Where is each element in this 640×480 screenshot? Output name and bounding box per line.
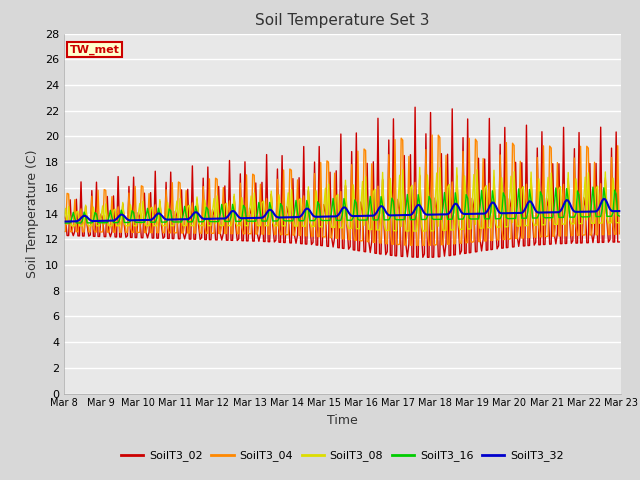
Line: SoilT3_16: SoilT3_16: [64, 187, 620, 223]
Y-axis label: Soil Temperature (C): Soil Temperature (C): [26, 149, 39, 278]
SoilT3_16: [584, 214, 592, 220]
SoilT3_04: [128, 229, 136, 235]
SoilT3_16: [589, 184, 596, 190]
SoilT3_08: [412, 228, 419, 234]
SoilT3_02: [303, 241, 310, 247]
SoilT3_08: [588, 220, 595, 226]
SoilT3_32: [584, 209, 592, 215]
SoilT3_16: [128, 208, 136, 214]
SoilT3_04: [244, 231, 252, 237]
Title: Soil Temperature Set 3: Soil Temperature Set 3: [255, 13, 429, 28]
SoilT3_32: [600, 196, 607, 202]
SoilT3_16: [226, 218, 234, 224]
SoilT3_04: [226, 198, 234, 204]
SoilT3_32: [226, 211, 234, 217]
SoilT3_02: [253, 231, 261, 237]
SoilT3_32: [244, 215, 252, 221]
SoilT3_08: [244, 223, 252, 228]
SoilT3_08: [253, 223, 261, 228]
Line: SoilT3_32: SoilT3_32: [64, 199, 620, 222]
SoilT3_32: [303, 205, 310, 211]
SoilT3_02: [60, 213, 68, 218]
SoilT3_16: [303, 198, 310, 204]
SoilT3_04: [428, 132, 436, 138]
SoilT3_08: [60, 214, 68, 220]
SoilT3_32: [253, 215, 261, 221]
SoilT3_02: [412, 104, 419, 110]
SoilT3_04: [303, 233, 310, 239]
SoilT3_02: [244, 238, 252, 244]
SoilT3_02: [419, 254, 427, 260]
SoilT3_02: [616, 239, 623, 245]
SoilT3_04: [588, 232, 595, 238]
SoilT3_32: [616, 208, 623, 214]
SoilT3_08: [226, 223, 234, 228]
SoilT3_32: [128, 217, 136, 223]
SoilT3_08: [128, 211, 136, 216]
SoilT3_04: [616, 231, 623, 237]
Legend: SoilT3_02, SoilT3_04, SoilT3_08, SoilT3_16, SoilT3_32: SoilT3_02, SoilT3_04, SoilT3_08, SoilT3_…: [116, 446, 568, 466]
SoilT3_04: [60, 229, 68, 235]
X-axis label: Time: Time: [327, 414, 358, 427]
Line: SoilT3_04: SoilT3_04: [64, 135, 620, 245]
Line: SoilT3_02: SoilT3_02: [64, 107, 620, 257]
SoilT3_32: [60, 219, 68, 225]
SoilT3_08: [303, 214, 310, 220]
SoilT3_16: [244, 218, 252, 224]
Line: SoilT3_08: SoilT3_08: [64, 168, 620, 231]
SoilT3_04: [414, 242, 422, 248]
SoilT3_16: [616, 213, 623, 219]
SoilT3_16: [253, 211, 261, 216]
SoilT3_16: [60, 220, 68, 226]
Text: TW_met: TW_met: [70, 44, 120, 55]
SoilT3_02: [226, 157, 234, 163]
SoilT3_08: [416, 165, 424, 170]
SoilT3_04: [253, 231, 261, 237]
SoilT3_08: [616, 220, 623, 226]
SoilT3_02: [588, 230, 595, 236]
SoilT3_02: [128, 235, 136, 240]
